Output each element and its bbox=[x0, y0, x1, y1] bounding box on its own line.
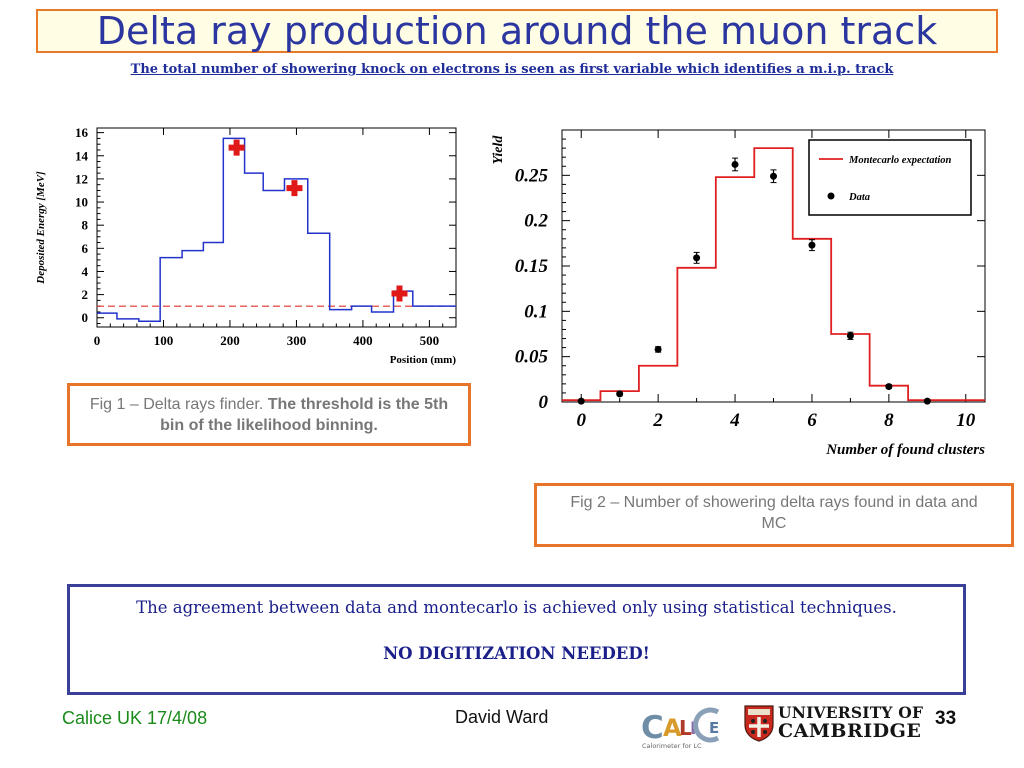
page-number: 33 bbox=[935, 708, 957, 729]
calice-logo: C A L I E Calorimeter for LC bbox=[641, 707, 720, 750]
figure-1-caption-text: Fig 1 – Delta rays finder. bbox=[89, 396, 268, 413]
chart1-y-tick-label: 6 bbox=[82, 241, 89, 256]
chart1-y-tick-label: 14 bbox=[75, 148, 89, 163]
chart2-legend-data-swatch bbox=[827, 192, 835, 200]
chart2-data-point bbox=[654, 345, 662, 353]
chart2-y-tick-label: 0.25 bbox=[515, 165, 549, 186]
chart2-y-tick-label: 0.15 bbox=[515, 256, 549, 277]
chart2-x-tick-label: 4 bbox=[729, 410, 740, 431]
chart2-x-tick-label: 6 bbox=[807, 410, 817, 431]
chart1-x-tick-label: 100 bbox=[154, 333, 174, 348]
chart2-y-tick-label: 0 bbox=[539, 392, 549, 413]
chart2-x-tick-label: 10 bbox=[956, 410, 976, 431]
delta-ray-finder-chart: 0 100 200 300 400 500 0 2 4 6 8 10 12 14 16 Position (m… bbox=[35, 125, 457, 366]
chart2-data-point bbox=[923, 397, 931, 405]
chart2-data-point bbox=[616, 390, 624, 398]
cluster-yield-chart: 0 2 4 6 8 10 0 0.05 0.1 0.15 0.2 0.25 Montecarlo exp… bbox=[491, 129, 986, 458]
chart1-x-axis-label: Position (mm) bbox=[390, 354, 457, 366]
chart2-data-point bbox=[808, 241, 816, 249]
calice-logo-i: I bbox=[690, 719, 696, 739]
chart2-data-point bbox=[885, 383, 893, 391]
chart2-y-tick-label: 0.2 bbox=[524, 211, 548, 232]
chart1-energy-step-line bbox=[97, 137, 456, 322]
chart2-x-tick-label: 8 bbox=[884, 410, 894, 431]
calice-logo-a: A bbox=[663, 714, 682, 742]
chart1-y-tick-label: 4 bbox=[82, 264, 89, 279]
conclusion-emphasis: NO DIGITIZATION NEEDED! bbox=[383, 644, 650, 663]
chart1-delta-ray-marker bbox=[286, 180, 303, 197]
chart2-y-axis-label: Yield bbox=[491, 135, 506, 165]
cambridge-line-2: CAMBRIDGE bbox=[778, 720, 922, 742]
chart2-x-axis-label: Number of found clusters bbox=[825, 442, 985, 458]
cambridge-line-1: UNIVERSITY OF bbox=[778, 703, 924, 722]
chart2-x-tick-label: 0 bbox=[576, 410, 586, 431]
slide-subtitle: The total number of showering knock on e… bbox=[130, 62, 894, 77]
chart1-y-tick-label: 10 bbox=[75, 195, 88, 210]
title-box: Delta ray production around the muon tra… bbox=[36, 9, 998, 53]
chart2-data-point bbox=[731, 160, 739, 168]
figure-1-caption: Fig 1 – Delta rays finder. The threshold… bbox=[67, 383, 471, 446]
cambridge-wordmark: UNIVERSITY OF CAMBRIDGE bbox=[778, 703, 924, 742]
calice-logo-subtext: Calorimeter for LC bbox=[642, 742, 702, 750]
chart2-data-point bbox=[770, 172, 777, 180]
chart1-y-axis-label: Deposited Energy [MeV] bbox=[35, 171, 47, 285]
chart2-legend-montecarlo-label: Montecarlo expectation bbox=[848, 155, 952, 166]
chart1-x-tick-label: 500 bbox=[420, 333, 440, 348]
chart2-data-point bbox=[846, 332, 854, 340]
conclusion-box: The agreement between data and montecarl… bbox=[67, 584, 966, 695]
chart1-y-tick-label: 12 bbox=[75, 171, 88, 186]
calice-logo-c1: C bbox=[641, 710, 664, 746]
calice-logo-e: E bbox=[709, 719, 719, 737]
chart2-y-tick-label: 0.05 bbox=[515, 347, 549, 368]
chart1-delta-ray-marker bbox=[391, 285, 408, 302]
chart1-x-tick-label: 400 bbox=[353, 333, 373, 348]
calice-logo-l: L bbox=[679, 716, 692, 740]
footer-author: David Ward bbox=[455, 707, 549, 727]
chart1-y-tick-label: 2 bbox=[82, 287, 89, 302]
figure-2-caption: Fig 2 – Number of showering delta rays f… bbox=[534, 483, 1014, 547]
footer-event-date: Calice UK 17/4/08 bbox=[62, 708, 208, 728]
chart2-legend-data-label: Data bbox=[848, 192, 870, 203]
chart1-x-tick-label: 200 bbox=[220, 333, 240, 348]
chart2-x-tick-label: 2 bbox=[652, 410, 663, 431]
calice-logo-arc bbox=[693, 707, 720, 743]
chart2-data-point bbox=[693, 254, 701, 262]
chart2-montecarlo-step-line bbox=[562, 147, 985, 402]
chart1-delta-ray-marker bbox=[228, 139, 245, 156]
chart2-y-tick-label: 0.1 bbox=[524, 301, 548, 322]
chart1-x-tick-label: 300 bbox=[287, 333, 307, 348]
conclusion-text: The agreement between data and montecarl… bbox=[136, 598, 897, 617]
chart1-y-tick-label: 8 bbox=[82, 218, 89, 233]
slide-title: Delta ray production around the muon tra… bbox=[96, 9, 938, 53]
cambridge-crest-icon bbox=[744, 705, 774, 742]
chart2-data-point bbox=[577, 397, 585, 405]
chart1-y-tick-label: 0 bbox=[82, 310, 89, 325]
figure-1-caption-bold: The threshold is the 5th bin of the like… bbox=[160, 396, 449, 434]
chart1-x-tick-label: 0 bbox=[94, 333, 101, 348]
chart2-legend-box bbox=[808, 139, 972, 216]
chart1-y-tick-label: 16 bbox=[75, 125, 89, 140]
